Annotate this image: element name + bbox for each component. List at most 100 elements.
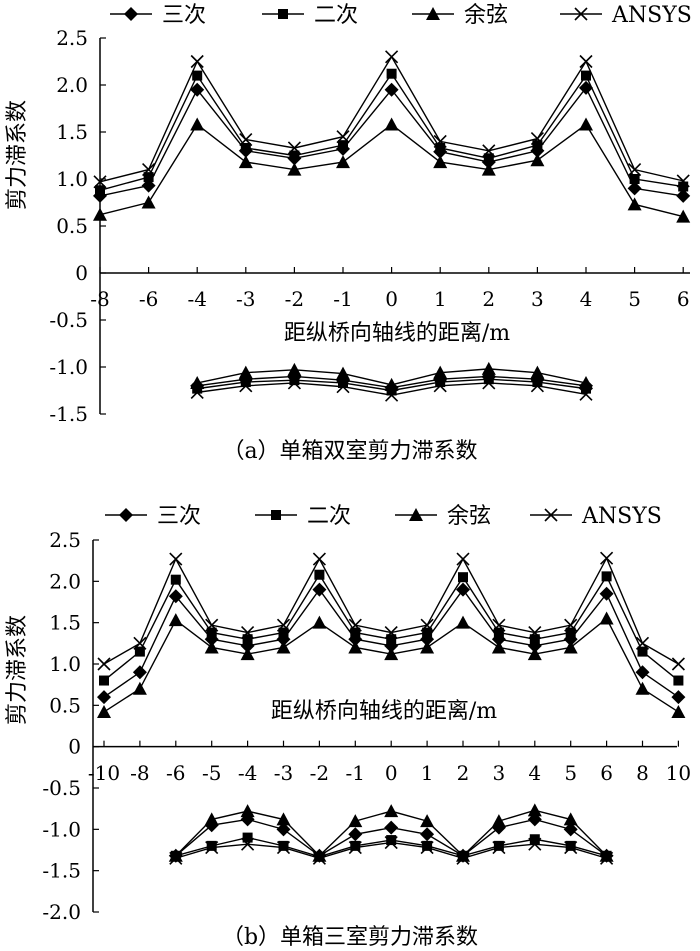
data-point-triangle — [240, 647, 255, 661]
panel-a-chart: 三次 二次 余弦 ANSYS 剪力滞系数 2.5 2.0 1.5 1.0 0.5 0 -0.5 -1… — [5, 3, 692, 464]
x-tick-label: 3 — [531, 287, 544, 311]
lower-data-point-triangle — [579, 375, 593, 389]
x-tick-label: 8 — [636, 761, 649, 785]
data-point-diamond — [599, 586, 614, 601]
lower-data-point-x — [579, 387, 593, 401]
lower-data-point-square — [206, 840, 217, 851]
x-tick-label: 6 — [600, 761, 613, 785]
data-point-x — [276, 618, 291, 632]
lower-series-b — [168, 803, 614, 865]
lower-data-point-x — [530, 379, 544, 393]
x-tick-label: -1 — [346, 761, 365, 785]
data-point-triangle — [384, 117, 399, 131]
y-axis-label-b: 剪力滞系数 — [5, 615, 30, 725]
lower-data-point-x — [482, 376, 496, 390]
data-point-triangle — [491, 640, 506, 654]
y-tick-label: -0.5 — [42, 776, 81, 800]
lower-data-point-x-stroke2 — [312, 851, 326, 865]
series-b — [97, 551, 686, 718]
x-tick-label: 0 — [385, 287, 398, 311]
data-point-triangle — [627, 197, 642, 211]
data-point-square — [338, 140, 348, 151]
lower-data-point-triangle — [456, 848, 470, 862]
x-tick-label: -3 — [274, 761, 293, 785]
legend-marker-square — [271, 510, 281, 520]
legend-b: 三次 二次 余弦 ANSYS — [105, 504, 662, 529]
y-tick-label: -1.0 — [49, 355, 88, 379]
y-tick-label: -1.5 — [49, 402, 88, 426]
data-point-square — [565, 627, 576, 638]
data-point-x — [628, 163, 642, 177]
data-point-x — [385, 50, 399, 64]
series-square — [99, 569, 684, 686]
lower-data-point-x-stroke2 — [456, 851, 470, 865]
lower-data-point-square — [350, 840, 361, 851]
lower-data-point-x-stroke2 — [169, 851, 183, 865]
data-point-square — [192, 70, 203, 81]
y-tick-label: 1.5 — [49, 611, 81, 635]
lower-data-point-x — [287, 376, 301, 390]
lower-data-point-x — [336, 380, 350, 394]
data-point-triangle — [190, 117, 205, 131]
data-point-triangle — [238, 155, 253, 169]
data-point-x — [456, 552, 470, 566]
data-point-x — [133, 636, 147, 650]
data-point-x — [169, 552, 183, 566]
legend-marker-x — [544, 508, 558, 522]
x-tick-label: 4 — [528, 761, 541, 785]
data-point-triangle — [635, 681, 650, 695]
lower-data-point-square — [493, 840, 504, 851]
x-tick-label: -8 — [90, 287, 109, 311]
lower-data-point-x — [456, 851, 470, 865]
data-point-x-stroke2 — [169, 552, 183, 566]
data-point-diamond — [132, 665, 147, 680]
data-point-triangle — [168, 613, 183, 627]
y-tick-label: 0.5 — [56, 214, 88, 238]
data-point-square — [240, 142, 251, 153]
lower-data-point-x — [348, 840, 362, 855]
caption-b: （b）单箱三室剪力滞系数 — [222, 925, 478, 950]
data-point-x-stroke2 — [205, 618, 219, 632]
x-tick-label: -10 — [88, 761, 120, 785]
lower-data-point-diamond — [384, 820, 399, 835]
data-point-x — [287, 141, 301, 155]
legend-label: 二次 — [307, 504, 351, 529]
data-point-triangle — [287, 162, 302, 176]
data-point-triangle — [481, 162, 496, 176]
data-point-square — [242, 634, 253, 645]
legend-item-2: 二次 — [255, 504, 351, 529]
lower-data-point-x-stroke2 — [190, 385, 204, 399]
lower-series-x — [169, 835, 614, 865]
y-tick-label: 2.0 — [49, 569, 81, 593]
data-point-square — [532, 140, 543, 151]
data-point-x-stroke2 — [671, 657, 685, 671]
data-point-square — [637, 646, 648, 657]
data-point-square — [678, 181, 689, 192]
data-point-triangle — [93, 207, 107, 221]
data-point-triangle — [563, 640, 578, 654]
data-point-diamond — [168, 589, 183, 604]
legend-marker-square — [278, 9, 288, 19]
data-point-x — [528, 626, 542, 640]
data-point-square — [493, 627, 504, 638]
series-line-triangle — [99, 123, 684, 218]
x-tick-label: 2 — [457, 761, 470, 785]
lower-data-point-x-stroke2 — [287, 376, 301, 390]
lower-data-point-triangle — [599, 848, 614, 862]
series-line-square — [103, 573, 679, 682]
lower-data-point-square — [386, 835, 397, 846]
data-point-x-stroke2 — [276, 618, 291, 632]
series-x — [97, 551, 685, 671]
lower-data-point-diamond — [348, 827, 363, 842]
x-tick-label: 1 — [421, 761, 434, 785]
y-tick-label: 0.5 — [49, 693, 81, 717]
x-tick-label: 2 — [482, 287, 495, 311]
data-point-x-stroke2 — [456, 552, 470, 566]
lower-data-point-x — [276, 840, 291, 855]
legend-a: 三次 二次 余弦 ANSYS — [110, 3, 692, 28]
lower-data-point-triangle — [433, 365, 448, 379]
data-point-square — [99, 675, 109, 686]
data-point-triangle — [276, 640, 291, 654]
lower-data-point-x — [169, 851, 183, 865]
data-point-x — [239, 132, 253, 147]
